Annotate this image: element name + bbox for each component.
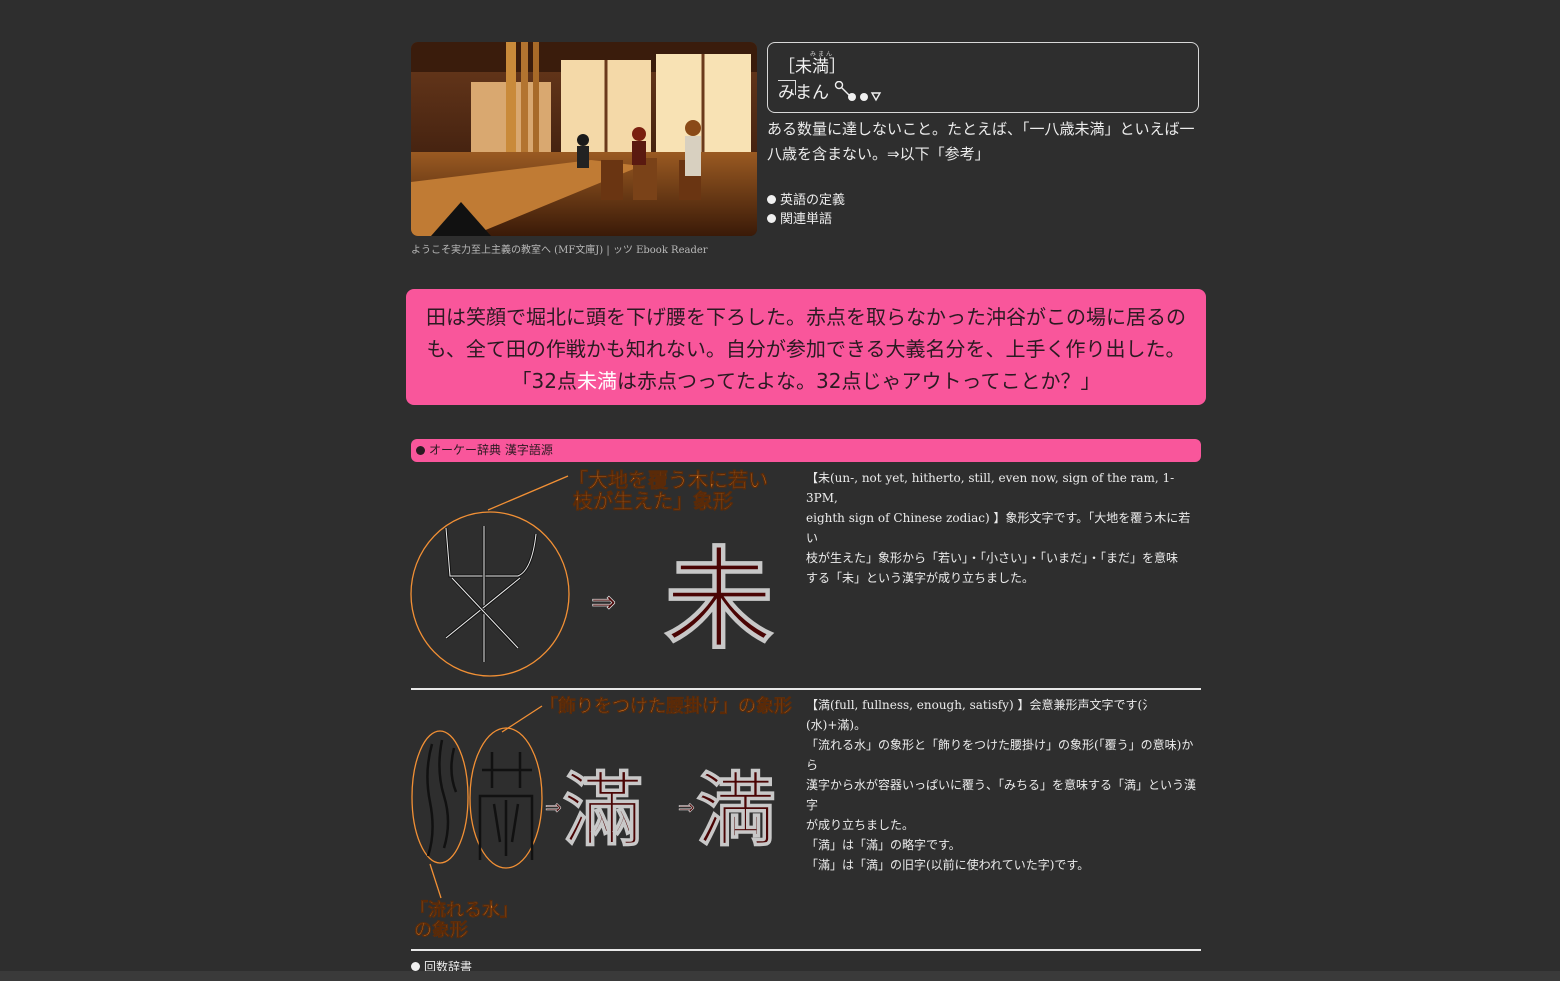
bullet-icon — [411, 962, 420, 971]
man-traditional-kanji: 滿 — [563, 764, 643, 857]
man-etymology-line: 「流れる水」の象形と「飾りをつけた腰掛け」の象形(「覆う」の意味)から — [806, 738, 1194, 772]
english-definition-link[interactable]: 英語の定義 — [767, 189, 845, 208]
mi-etymology-line: 枝が生えた」象形から「若い」・「小さい」・「いまだ」・「まだ」を意味 — [806, 551, 1179, 565]
water-label-2: の象形 — [414, 919, 468, 941]
word-kanji: みまん ［未満］ — [778, 51, 846, 77]
bullet-icon — [767, 214, 776, 223]
man-etymology-line: 「満」は「滿」の略字です。 — [806, 838, 961, 852]
man-chair-label: 「飾りをつけた腰掛け」の象形 — [540, 695, 792, 717]
pitch-accent-diagram-icon — [834, 81, 882, 102]
quote-line-3-post: は赤点つってたよな。32点じゃアウトってことか？」 — [617, 369, 1101, 393]
man-etymology-line: 「滿」は「満」の旧字(以前に使われていた字)です。 — [806, 858, 1090, 872]
word-reading: みまん — [778, 83, 829, 103]
mi-modern-kanji: 未 — [664, 536, 774, 664]
man-etymology-line: 【満(full, fullness, enough, satisfy) 】会意兼… — [806, 698, 1155, 732]
quote-line-3: 「32点未満は赤点つってたよな。32点じゃアウトってことか？」 — [410, 365, 1202, 397]
mi-etymology-text: 【未(un-, not yet, hitherto, still, even n… — [806, 468, 1202, 588]
source-sentence-box: 田は笑顔で堀北に頭を下げ腰を下ろした。赤点を取らなかった沖谷がこの場に居るの も… — [406, 289, 1206, 405]
man-etymology-diagram: 「飾りをつけた腰掛け」の象形 ⇒ 滿 ⇒ 満 「流れる水」 の象形 — [410, 695, 793, 942]
pitch-accent-mark — [778, 80, 796, 95]
quote-line-1: 田は笑顔で堀北に頭を下げ腰を下ろした。赤点を取らなかった沖谷がこの場に居るの — [426, 305, 1186, 329]
mi-etymology-diagram: 「大地を覆う木に若い 枝が生えた」象形 ⇒ 未 — [410, 468, 775, 677]
bottom-bar — [0, 971, 1560, 981]
quote-line-2: も、全て田の作戦かも知れない。自分が参加できる大義名分を、上手く作り出した。 — [426, 337, 1186, 361]
chair-glyph-icon — [469, 727, 543, 869]
arrow-icon: ⇒ — [545, 795, 562, 819]
arrow-icon: ⇒ — [678, 795, 695, 819]
quote-line-3-pre: 「32点 — [511, 369, 577, 393]
mi-pictograph-label-2: 枝が生えた」象形 — [573, 489, 733, 513]
related-words-label: 関連単語 — [780, 212, 833, 227]
related-words-link[interactable]: 関連単語 — [767, 208, 832, 227]
bullet-icon — [416, 446, 425, 455]
count-dictionary-link[interactable]: 回数辞書 — [411, 958, 472, 975]
etymology-section-title: オーケー辞典 漢字語源 — [429, 443, 553, 457]
word-kanji-text: ［未満］ — [778, 57, 846, 77]
highlighted-word: 未満 — [577, 369, 617, 393]
word-header-box: みまん ［未満］ みまん — [767, 42, 1199, 113]
water-label-1: 「流れる水」 — [410, 899, 518, 921]
bullet-icon — [767, 195, 776, 204]
scene-illustration — [411, 42, 757, 236]
mi-etymology-line: 【未(un-, not yet, hitherto, still, even n… — [806, 471, 1175, 505]
etymology-section-header: オーケー辞典 漢字語源 — [411, 439, 1201, 462]
man-etymology-line: 漢字から水が容器いっぱいに覆う、「みちる」を意味する「満」という漢字 — [806, 778, 1197, 812]
mi-etymology-line: eighth sign of Chinese zodiac) 】象形文字です。「… — [806, 511, 1191, 545]
mi-pictograph-label-1: 「大地を覆う木に若い — [568, 468, 768, 492]
man-modern-kanji: 満 — [696, 764, 776, 857]
mi-oracle-glyph-icon — [410, 475, 570, 677]
arrow-icon: ⇒ — [591, 585, 616, 620]
image-caption: ようこそ実力至上主義の教室へ (MF文庫J) | ッツ Ebook Reader — [411, 245, 708, 256]
mi-etymology-line: する「未」という漢字が成り立ちました。 — [806, 571, 1035, 585]
man-etymology-text: 【満(full, fullness, enough, satisfy) 】会意兼… — [806, 695, 1202, 875]
english-definition-label: 英語の定義 — [780, 193, 846, 208]
word-definition: ある数量に達しないこと。たとえば、「一八歳未満」といえば一八歳を含まない。⇒以下… — [767, 120, 1195, 163]
divider — [411, 688, 1201, 690]
divider — [411, 949, 1201, 951]
word-ruby: みまん — [810, 51, 835, 58]
count-dictionary-label: 回数辞書 — [424, 960, 473, 974]
man-etymology-line: が成り立ちました。 — [806, 818, 915, 832]
water-radical-glyph-icon — [411, 730, 469, 899]
